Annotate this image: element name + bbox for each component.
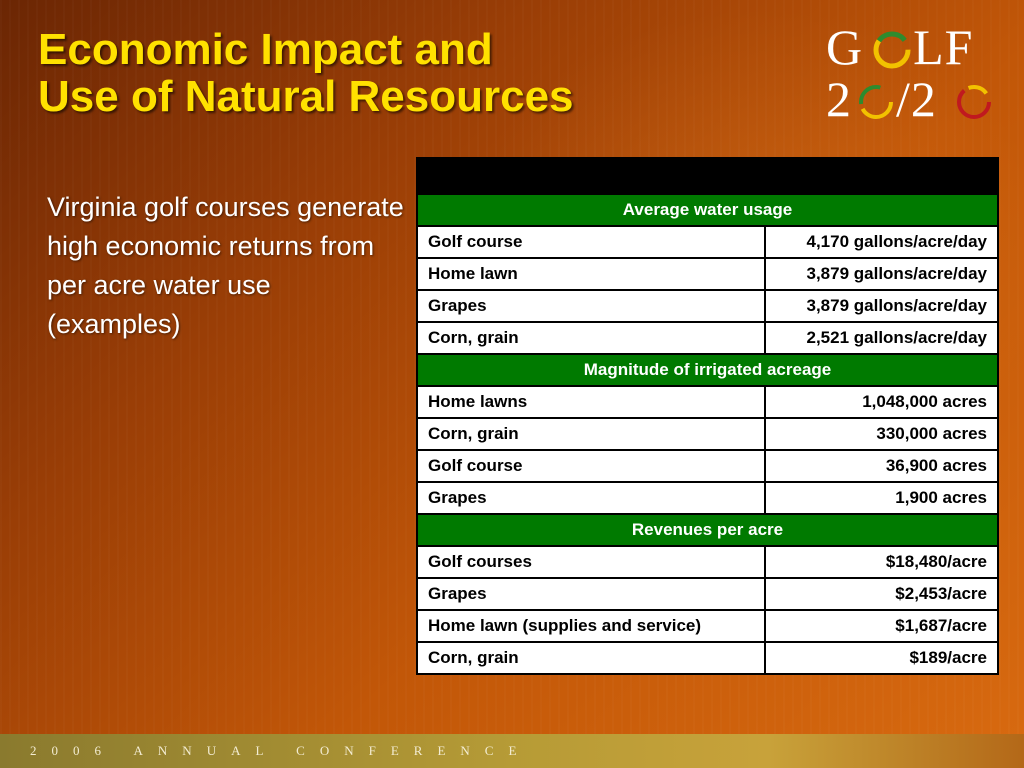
row-label: Grapes xyxy=(416,481,766,515)
row-label: Golf course xyxy=(416,225,766,259)
logo-row-golf: G LF xyxy=(826,22,973,72)
logo-letter-g: G xyxy=(826,19,864,75)
table-row: Home lawns 1,048,000 acres xyxy=(416,385,999,419)
row-value: 36,900 acres xyxy=(764,449,999,483)
table-row: Golf courses $18,480/acre xyxy=(416,545,999,579)
logo-row-2020: 2/2 xyxy=(826,74,981,124)
row-label: Home lawn xyxy=(416,257,766,291)
body-text: Virginia golf courses generate high econ… xyxy=(47,192,404,339)
row-value: $1,687/acre xyxy=(764,609,999,643)
footer-band: 2006 ANNUAL CONFERENCE xyxy=(0,734,1024,768)
table-row: Corn, grain 2,521 gallons/acre/day xyxy=(416,321,999,355)
table-row: Golf course 4,170 gallons/acre/day xyxy=(416,225,999,259)
data-table: Average water usage Golf course 4,170 gall… xyxy=(416,157,999,675)
row-value: $2,453/acre xyxy=(764,577,999,611)
row-value: 3,879 gallons/acre/day xyxy=(764,257,999,291)
section-header: Average water usage xyxy=(416,193,999,227)
golf-2020-logo: G LF 2/2 xyxy=(826,22,1004,128)
row-label: Home lawn (supplies and service) xyxy=(416,609,766,643)
title-line-1: Economic Impact and xyxy=(38,25,493,74)
table-top-band xyxy=(416,157,999,195)
table-row: Home lawn (supplies and service) $1,687/a… xyxy=(416,609,999,643)
row-label: Grapes xyxy=(416,577,766,611)
logo-digit-2: 2 xyxy=(826,71,852,127)
section-header-row: Average water usage xyxy=(416,193,999,227)
row-label: Golf course xyxy=(416,449,766,483)
logo-ring-left-icon xyxy=(859,85,893,119)
row-label: Home lawns xyxy=(416,385,766,419)
footer-text: 2006 ANNUAL CONFERENCE xyxy=(30,743,532,758)
logo-slash-2: /2 xyxy=(896,71,937,127)
table-row: Home lawn 3,879 gallons/acre/day xyxy=(416,257,999,291)
table-row: Corn, grain $189/acre xyxy=(416,641,999,675)
row-label: Corn, grain xyxy=(416,641,766,675)
logo-ring-right-icon xyxy=(957,85,991,119)
row-value: 330,000 acres xyxy=(764,417,999,451)
section-header: Magnitude of irrigated acreage xyxy=(416,353,999,387)
row-value: 2,521 gallons/acre/day xyxy=(764,321,999,355)
row-label: Corn, grain xyxy=(416,417,766,451)
row-label: Golf courses xyxy=(416,545,766,579)
section-header: Revenues per acre xyxy=(416,513,999,547)
slide-title: Economic Impact and Use of Natural Resou… xyxy=(38,26,574,120)
data-table-body: Average water usage Golf course 4,170 gall… xyxy=(416,157,999,675)
row-value: 1,900 acres xyxy=(764,481,999,515)
logo-letters-lf: LF xyxy=(913,19,974,75)
row-label: Grapes xyxy=(416,289,766,323)
table-top-band-cell xyxy=(416,157,999,195)
section-header-row: Magnitude of irrigated acreage xyxy=(416,353,999,387)
row-value: $18,480/acre xyxy=(764,545,999,579)
logo-ring-icon xyxy=(873,31,911,69)
title-line-2: Use of Natural Resources xyxy=(38,72,574,121)
row-label: Corn, grain xyxy=(416,321,766,355)
table-row: Grapes $2,453/acre xyxy=(416,577,999,611)
row-value: 1,048,000 acres xyxy=(764,385,999,419)
row-value: 3,879 gallons/acre/day xyxy=(764,289,999,323)
section-header-row: Revenues per acre xyxy=(416,513,999,547)
table-row: Corn, grain 330,000 acres xyxy=(416,417,999,451)
table-row: Grapes 3,879 gallons/acre/day xyxy=(416,289,999,323)
row-value: 4,170 gallons/acre/day xyxy=(764,225,999,259)
table-row: Golf course 36,900 acres xyxy=(416,449,999,483)
table-row: Grapes 1,900 acres xyxy=(416,481,999,515)
row-value: $189/acre xyxy=(764,641,999,675)
